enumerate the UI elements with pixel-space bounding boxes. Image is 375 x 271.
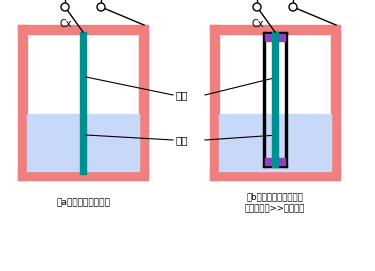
Text: （b）容器为非金属材料
或容器直径>>电极直径: （b）容器为非金属材料 或容器直径>>电极直径 [245, 192, 305, 214]
Circle shape [97, 3, 105, 11]
Text: 电极: 电极 [175, 90, 188, 100]
Bar [263, 32, 265, 167]
Bar [210, 171, 340, 180]
Bar [265, 158, 285, 165]
Bar [219, 114, 331, 171]
Circle shape [289, 3, 297, 11]
Bar [27, 114, 139, 171]
Bar [18, 25, 148, 34]
Bar [27, 34, 139, 171]
Bar [18, 171, 148, 180]
Text: Cx: Cx [60, 19, 72, 29]
Bar [18, 25, 27, 180]
Bar [265, 34, 285, 41]
Text: Cx: Cx [252, 19, 264, 29]
Bar [263, 32, 287, 34]
Bar [210, 25, 219, 180]
Bar [263, 165, 287, 167]
Bar [219, 34, 331, 171]
Text: 容器: 容器 [175, 135, 188, 145]
Text: （a）容器为金属材料: （a）容器为金属材料 [56, 198, 110, 207]
Circle shape [61, 3, 69, 11]
Bar [331, 25, 340, 180]
Circle shape [253, 3, 261, 11]
Bar [285, 32, 287, 167]
Bar [272, 32, 278, 167]
Bar [139, 25, 148, 180]
Bar [80, 32, 86, 174]
Bar [210, 25, 340, 34]
